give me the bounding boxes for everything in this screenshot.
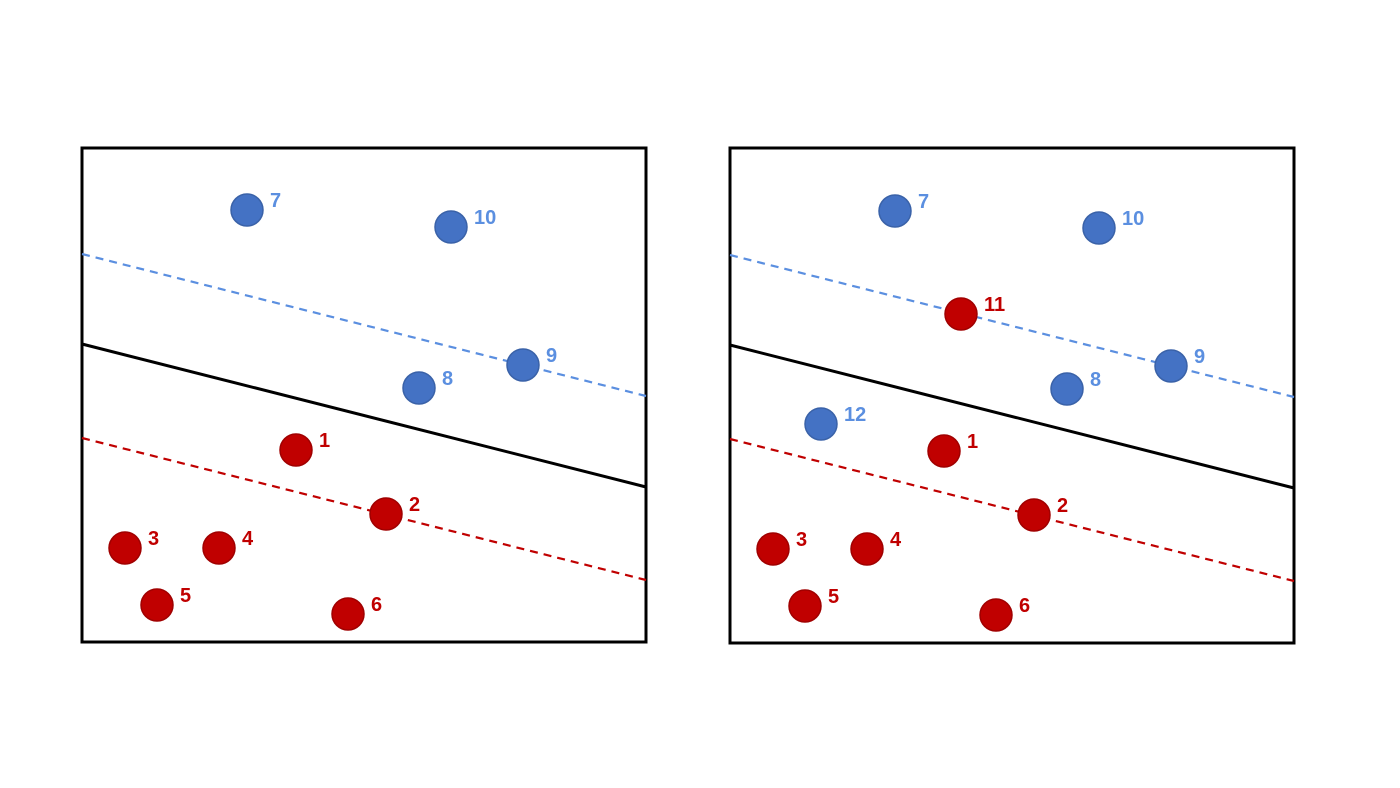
point-label: 5 [180,585,191,607]
point-label: 3 [148,528,159,550]
panel-left: 1 2 3 4 5 6 7 8 9 10 [80,146,648,644]
point-label: 9 [546,345,557,367]
blue-margin-line [729,253,1295,399]
point-label: 10 [474,207,496,229]
red-data-point [944,297,978,331]
point-label: 8 [1090,369,1101,391]
red-data-point [369,497,403,531]
decision-boundary-line [729,343,1295,490]
point-label: 8 [442,368,453,390]
red-data-point [202,531,236,565]
blue-data-point [878,194,912,228]
decision-boundary-line [81,342,647,489]
point-label: 1 [319,430,330,452]
point-label: 9 [1194,346,1205,368]
blue-data-point [506,348,540,382]
red-data-point [979,598,1013,632]
red-data-point [108,531,142,565]
blue-data-point [1154,349,1188,383]
red-data-point [140,588,174,622]
red-data-point [788,589,822,623]
blue-data-point [402,371,436,405]
point-label: 7 [270,190,281,212]
point-label: 4 [890,529,902,551]
red-data-point [1017,498,1051,532]
point-label: 4 [242,528,254,550]
red-margin-line [81,436,647,582]
point-label: 3 [796,529,807,551]
point-label: 2 [1057,495,1068,517]
blue-data-point [434,210,468,244]
blue-data-point [1050,372,1084,406]
blue-data-point [804,407,838,441]
panel-frame [80,146,648,644]
red-data-point [756,532,790,566]
red-data-point [331,597,365,631]
blue-margin-line [81,252,647,398]
panel-frame [728,146,1296,645]
point-label: 6 [371,594,382,616]
point-label: 5 [828,586,839,608]
point-label: 12 [844,404,866,426]
point-label: 11 [984,294,1005,316]
point-label: 2 [409,494,420,516]
red-data-point [279,433,313,467]
point-label: 7 [918,191,929,213]
point-label: 6 [1019,595,1030,617]
blue-data-point [1082,211,1116,245]
point-label: 10 [1122,208,1144,230]
red-data-point [927,434,961,468]
point-label: 1 [967,431,978,453]
red-margin-line [729,437,1295,583]
blue-data-point [230,193,264,227]
red-data-point [850,532,884,566]
